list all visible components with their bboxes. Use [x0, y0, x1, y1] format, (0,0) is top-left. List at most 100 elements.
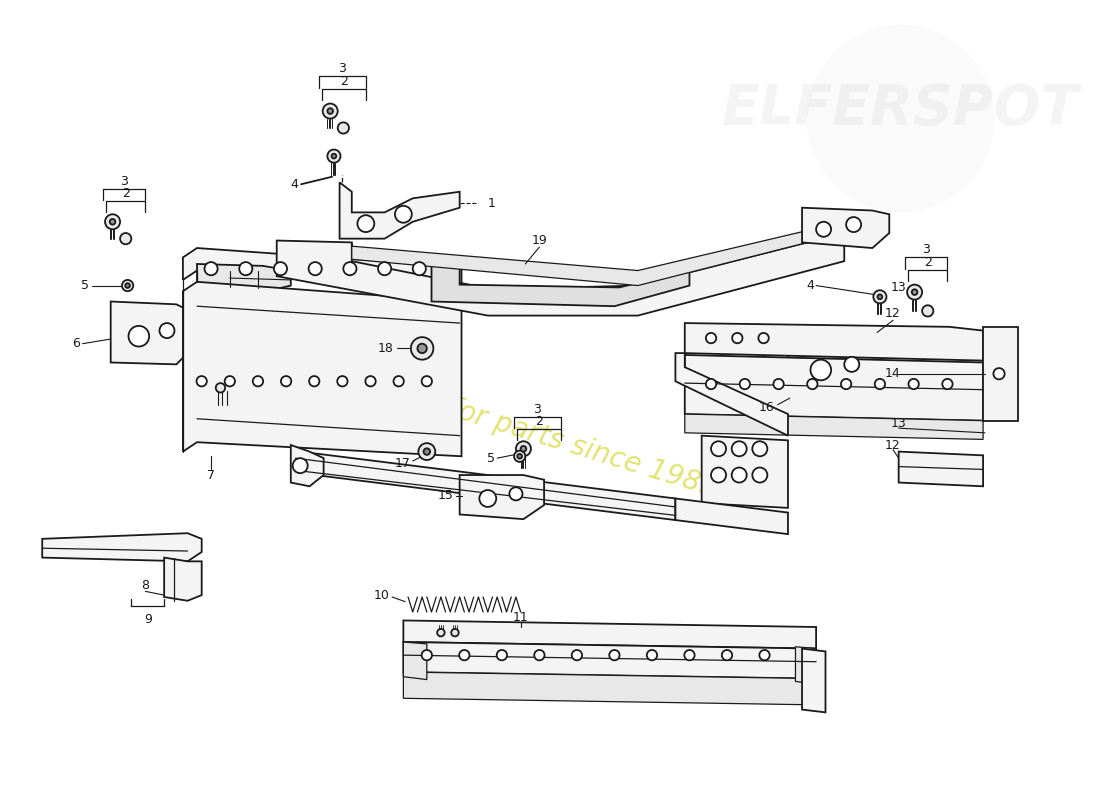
Circle shape: [732, 467, 747, 482]
Polygon shape: [111, 302, 189, 364]
Text: 9: 9: [144, 613, 152, 626]
Text: 12: 12: [886, 307, 901, 320]
Polygon shape: [788, 334, 882, 406]
Polygon shape: [685, 323, 983, 361]
Circle shape: [424, 448, 430, 455]
Circle shape: [122, 280, 133, 291]
Circle shape: [160, 323, 175, 338]
Text: 13: 13: [891, 417, 906, 430]
Polygon shape: [802, 649, 825, 712]
Circle shape: [365, 376, 376, 386]
Text: 11: 11: [513, 611, 528, 624]
Text: 4: 4: [290, 178, 298, 190]
Circle shape: [418, 443, 436, 460]
Text: 4: 4: [806, 279, 814, 292]
Polygon shape: [675, 353, 788, 436]
Circle shape: [411, 337, 433, 360]
Circle shape: [943, 379, 953, 390]
Polygon shape: [800, 400, 861, 423]
Text: 16: 16: [759, 401, 774, 414]
Text: 15: 15: [437, 489, 453, 502]
Circle shape: [274, 262, 287, 275]
Circle shape: [811, 360, 832, 380]
Polygon shape: [431, 264, 690, 306]
Circle shape: [328, 108, 333, 114]
Circle shape: [459, 650, 470, 660]
Circle shape: [338, 122, 349, 134]
Circle shape: [752, 442, 768, 456]
Polygon shape: [675, 498, 788, 534]
Circle shape: [845, 357, 859, 372]
Text: 7: 7: [207, 469, 216, 482]
Text: 5: 5: [487, 452, 495, 465]
Polygon shape: [277, 233, 845, 315]
Circle shape: [328, 150, 341, 162]
Circle shape: [309, 262, 322, 275]
Circle shape: [733, 333, 742, 343]
Text: 18: 18: [378, 342, 394, 355]
Circle shape: [752, 467, 768, 482]
Circle shape: [331, 154, 337, 158]
Circle shape: [395, 206, 411, 222]
Polygon shape: [795, 646, 816, 684]
Circle shape: [253, 376, 263, 386]
Polygon shape: [290, 451, 675, 520]
Circle shape: [338, 376, 348, 386]
Circle shape: [421, 650, 432, 660]
Circle shape: [343, 262, 356, 275]
Polygon shape: [685, 414, 983, 439]
Circle shape: [497, 650, 507, 660]
Circle shape: [535, 650, 544, 660]
Circle shape: [842, 379, 851, 390]
Circle shape: [922, 306, 934, 317]
Polygon shape: [183, 248, 462, 290]
Circle shape: [647, 650, 657, 660]
Circle shape: [417, 344, 427, 353]
Circle shape: [358, 215, 374, 232]
Text: 2: 2: [535, 415, 543, 428]
Circle shape: [520, 446, 526, 451]
Polygon shape: [183, 282, 462, 456]
Circle shape: [516, 442, 531, 456]
Circle shape: [711, 467, 726, 482]
Circle shape: [732, 442, 747, 456]
Text: 6: 6: [72, 338, 79, 350]
Circle shape: [110, 219, 115, 225]
Circle shape: [909, 379, 918, 390]
Text: 3: 3: [339, 62, 346, 75]
Text: 19: 19: [531, 234, 548, 247]
Circle shape: [322, 103, 338, 118]
Text: 10: 10: [373, 589, 389, 602]
Circle shape: [480, 490, 496, 507]
Text: 1: 1: [487, 197, 496, 210]
Circle shape: [993, 368, 1004, 379]
Circle shape: [120, 233, 131, 244]
Circle shape: [216, 383, 225, 393]
Polygon shape: [340, 182, 460, 238]
Text: 12: 12: [886, 438, 901, 451]
Polygon shape: [802, 208, 889, 248]
Circle shape: [874, 379, 886, 390]
Circle shape: [706, 333, 716, 343]
Polygon shape: [42, 534, 201, 562]
Circle shape: [421, 376, 432, 386]
Circle shape: [846, 217, 861, 232]
Circle shape: [739, 379, 750, 390]
Text: 17: 17: [395, 458, 411, 470]
Circle shape: [572, 650, 582, 660]
Circle shape: [197, 376, 207, 386]
Circle shape: [758, 333, 769, 343]
Text: ELFERSPOT: ELFERSPOT: [722, 82, 1079, 136]
Text: 3: 3: [534, 403, 541, 416]
Polygon shape: [197, 264, 290, 292]
Circle shape: [239, 262, 252, 275]
Circle shape: [394, 376, 404, 386]
Text: 3: 3: [120, 175, 129, 188]
Circle shape: [816, 222, 832, 237]
Circle shape: [711, 442, 726, 456]
Circle shape: [205, 262, 218, 275]
Circle shape: [451, 629, 459, 636]
Circle shape: [722, 650, 733, 660]
Text: 2: 2: [340, 74, 348, 87]
Polygon shape: [685, 355, 983, 421]
